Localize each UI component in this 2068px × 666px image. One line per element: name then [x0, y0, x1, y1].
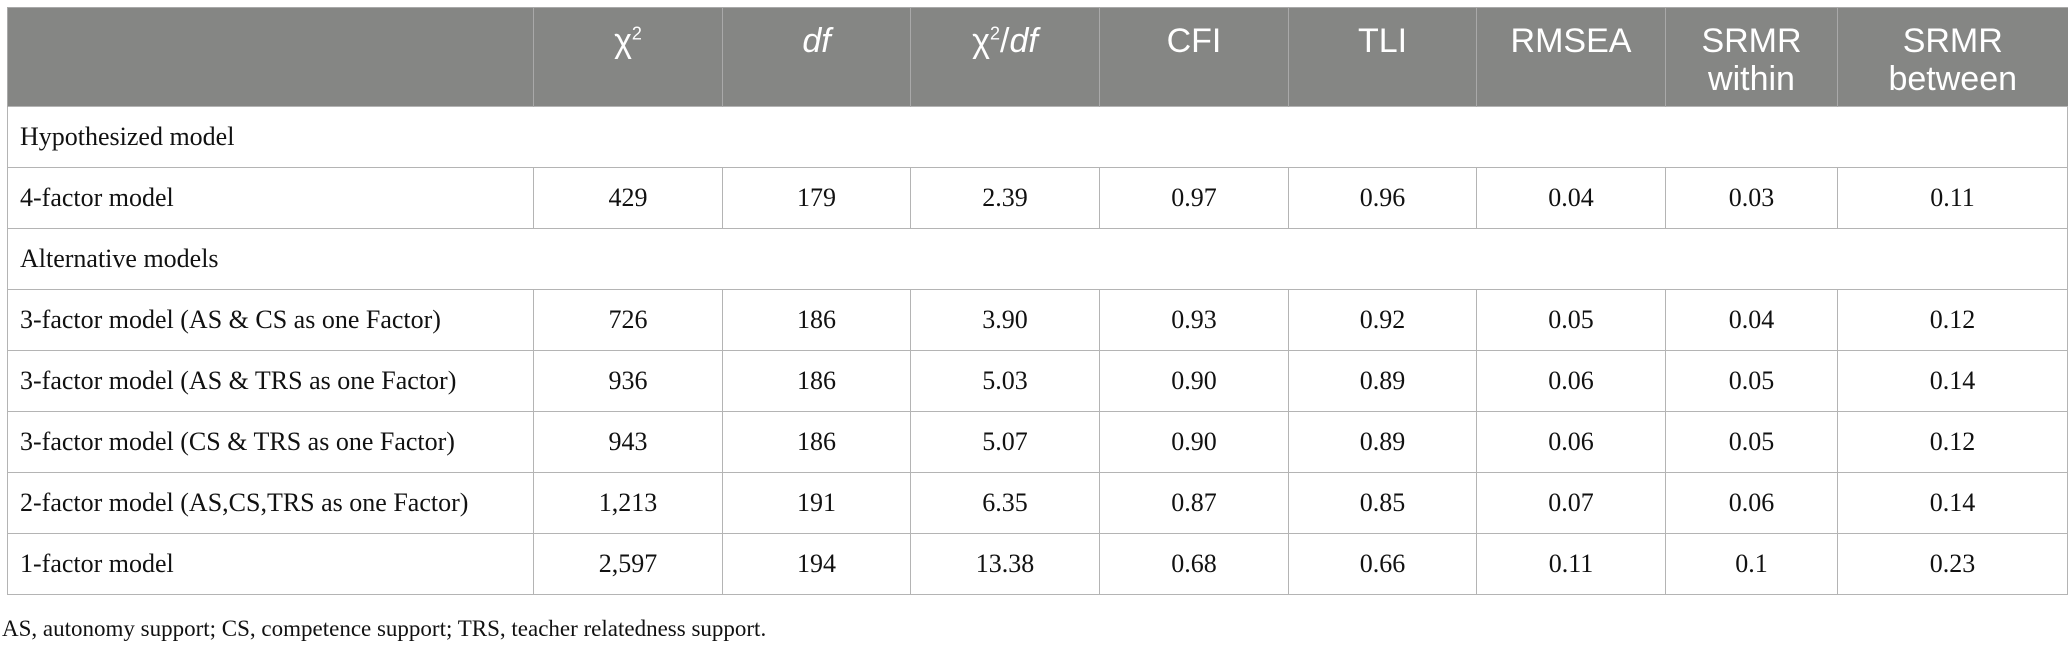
section-label-alternative: Alternative models [7, 228, 2068, 290]
header-srmr-between: SRMR between [1837, 7, 2068, 107]
cell-chi2: 726 [533, 289, 723, 351]
cell-srmr-within: 0.1 [1665, 533, 1838, 595]
fit-indices-table: χ2 df χ2/df CFI TLI RMSEA SRMR within SR… [7, 7, 2068, 595]
row-label: 4-factor model [7, 167, 534, 229]
header-chi2-df: χ2/df [910, 7, 1100, 107]
cell-df: 186 [722, 289, 911, 351]
cell-cfi: 0.93 [1099, 289, 1289, 351]
cell-ratio: 3.90 [910, 289, 1100, 351]
cell-srmr-between: 0.14 [1837, 350, 2068, 412]
cell-rmsea: 0.06 [1476, 350, 1666, 412]
header-cfi: CFI [1099, 7, 1289, 107]
section-row-alternative: Alternative models [7, 228, 2068, 290]
row-label: 2-factor model (AS,CS,TRS as one Factor) [7, 472, 534, 534]
cell-chi2: 429 [533, 167, 723, 229]
cell-srmr-between: 0.11 [1837, 167, 2068, 229]
header-srmr-within: SRMR within [1665, 7, 1838, 107]
cell-chi2: 936 [533, 350, 723, 412]
cell-rmsea: 0.04 [1476, 167, 1666, 229]
cell-srmr-within: 0.06 [1665, 472, 1838, 534]
table-row: 3-factor model (AS & CS as one Factor) 7… [7, 289, 2068, 351]
cell-df: 186 [722, 350, 911, 412]
cell-ratio: 5.07 [910, 411, 1100, 473]
row-label: 3-factor model (AS & TRS as one Factor) [7, 350, 534, 412]
cell-srmr-within: 0.05 [1665, 350, 1838, 412]
cell-df: 186 [722, 411, 911, 473]
header-tli: TLI [1288, 7, 1477, 107]
cell-tli: 0.96 [1288, 167, 1477, 229]
table-row: 3-factor model (AS & TRS as one Factor) … [7, 350, 2068, 412]
cell-tli: 0.89 [1288, 350, 1477, 412]
header-rmsea: RMSEA [1476, 7, 1666, 107]
cell-cfi: 0.90 [1099, 350, 1289, 412]
table-row: 3-factor model (CS & TRS as one Factor) … [7, 411, 2068, 473]
cell-tli: 0.92 [1288, 289, 1477, 351]
cell-ratio: 5.03 [910, 350, 1100, 412]
table-row: 2-factor model (AS,CS,TRS as one Factor)… [7, 472, 2068, 534]
section-label-hypothesized: Hypothesized model [7, 106, 2068, 168]
cell-cfi: 0.87 [1099, 472, 1289, 534]
table-row: 1-factor model 2,597 194 13.38 0.68 0.66… [7, 533, 2068, 595]
cell-srmr-within: 0.05 [1665, 411, 1838, 473]
cell-df: 191 [722, 472, 911, 534]
header-empty [7, 7, 534, 107]
cell-cfi: 0.97 [1099, 167, 1289, 229]
cell-chi2: 943 [533, 411, 723, 473]
cell-srmr-between: 0.23 [1837, 533, 2068, 595]
cell-srmr-between: 0.12 [1837, 411, 2068, 473]
fit-indices-table-wrapper: χ2 df χ2/df CFI TLI RMSEA SRMR within SR… [7, 7, 2068, 595]
cell-rmsea: 0.05 [1476, 289, 1666, 351]
cell-ratio: 6.35 [910, 472, 1100, 534]
header-df: df [722, 7, 911, 107]
cell-ratio: 13.38 [910, 533, 1100, 595]
table-row: 4-factor model 429 179 2.39 0.97 0.96 0.… [7, 167, 2068, 229]
cell-chi2: 1,213 [533, 472, 723, 534]
cell-chi2: 2,597 [533, 533, 723, 595]
cell-srmr-between: 0.12 [1837, 289, 2068, 351]
cell-rmsea: 0.07 [1476, 472, 1666, 534]
cell-ratio: 2.39 [910, 167, 1100, 229]
cell-rmsea: 0.06 [1476, 411, 1666, 473]
cell-df: 194 [722, 533, 911, 595]
cell-df: 179 [722, 167, 911, 229]
cell-srmr-within: 0.03 [1665, 167, 1838, 229]
cell-cfi: 0.90 [1099, 411, 1289, 473]
cell-tli: 0.66 [1288, 533, 1477, 595]
cell-tli: 0.89 [1288, 411, 1477, 473]
row-label: 1-factor model [7, 533, 534, 595]
header-chi2: χ2 [533, 7, 723, 107]
cell-rmsea: 0.11 [1476, 533, 1666, 595]
row-label: 3-factor model (AS & CS as one Factor) [7, 289, 534, 351]
cell-srmr-within: 0.04 [1665, 289, 1838, 351]
section-row-hypothesized: Hypothesized model [7, 106, 2068, 168]
table-footnote: AS, autonomy support; CS, competence sup… [2, 616, 767, 641]
cell-cfi: 0.68 [1099, 533, 1289, 595]
header-row: χ2 df χ2/df CFI TLI RMSEA SRMR within SR… [7, 7, 2068, 107]
cell-tli: 0.85 [1288, 472, 1477, 534]
cell-srmr-between: 0.14 [1837, 472, 2068, 534]
row-label: 3-factor model (CS & TRS as one Factor) [7, 411, 534, 473]
